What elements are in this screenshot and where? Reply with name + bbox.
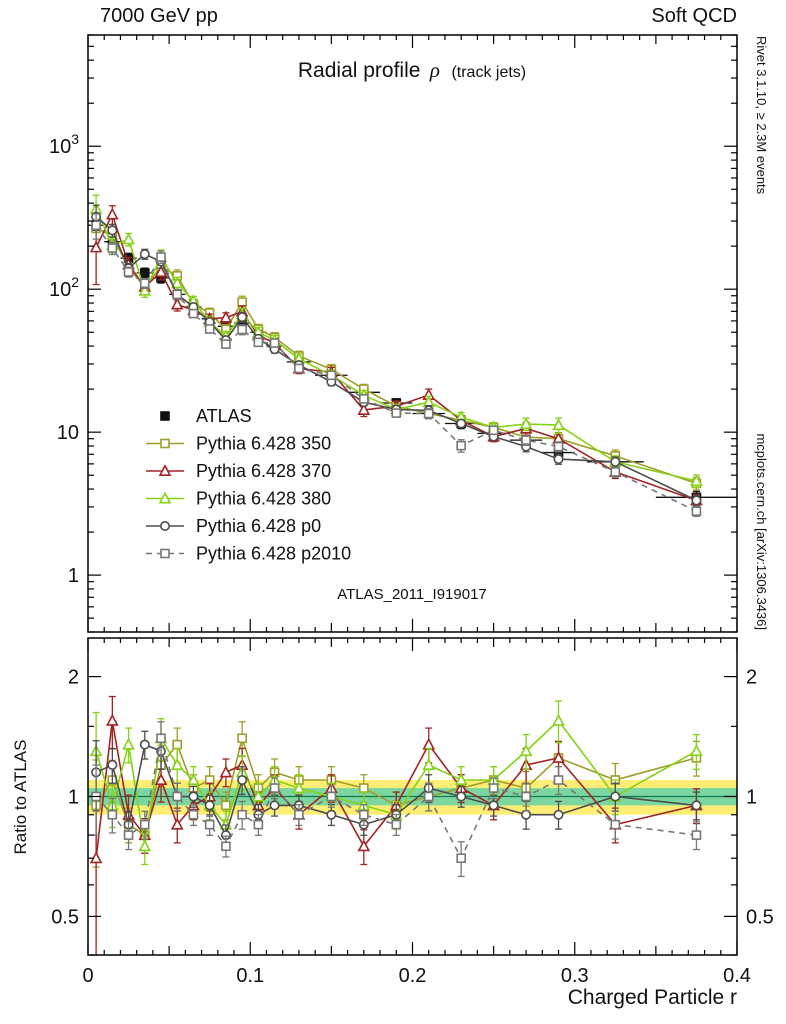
- x-tick-label: 0.2: [399, 965, 427, 987]
- watermark-analysis-id: ATLAS_2011_I919017: [337, 586, 487, 603]
- main-y-tick-label: 1: [68, 565, 79, 587]
- legend-item: Pythia 6.428 p2010: [146, 544, 351, 564]
- legend: ATLAS Pythia 6.428 350 Pythia 6.428 370 Pyt…: [146, 406, 351, 564]
- header-process: Soft QCD: [651, 5, 737, 27]
- ratio-y-tick-label-right: 2: [746, 667, 757, 689]
- x-tick-label: 0.3: [561, 965, 589, 987]
- main-y-tick-label: 103: [49, 131, 79, 158]
- ratio-y-tick-label-right: 1: [746, 787, 757, 809]
- main-y-tick-label: 102: [49, 274, 79, 301]
- note-mcplots: mcplots.cern.ch [arXiv:1306.3436]: [754, 433, 769, 630]
- ratio-y-tick-label: 0.5: [51, 906, 79, 928]
- series-pythia-6-428-p0: [91, 204, 702, 507]
- legend-label: Pythia 6.428 350: [196, 434, 331, 454]
- ratio-y-tick-label-right: 0.5: [746, 906, 774, 928]
- ratio-y-tick-label: 2: [68, 667, 79, 689]
- legend-item: Pythia 6.428 350: [146, 434, 331, 454]
- x-tick-label: 0: [82, 965, 93, 987]
- series-pythia-6-428-p2010: [91, 213, 702, 518]
- legend-item: ATLAS: [160, 406, 252, 426]
- rho-symbol: ρ: [429, 58, 440, 82]
- legend-label: ATLAS: [196, 406, 252, 426]
- series-ratio-pythia-6-428-p2010: [91, 721, 702, 878]
- plot-title-main: Radial profile: [298, 59, 421, 82]
- x-tick-label: 0.1: [236, 965, 264, 987]
- axes-layer: 1 10 102 103 0.5 0.5 1 1 2 2 0 0.1 0.2 0.3 0.4: [49, 34, 774, 987]
- ratio-y-axis-label: Ratio to ATLAS: [11, 740, 30, 855]
- legend-label: Pythia 6.428 370: [196, 461, 331, 481]
- data-series-layer: [88, 194, 737, 955]
- legend-item: Pythia 6.428 p0: [146, 516, 321, 536]
- header-energy: 7000 GeV pp: [100, 5, 218, 27]
- legend-item: Pythia 6.428 380: [146, 489, 331, 509]
- legend-label: Pythia 6.428 p0: [196, 516, 321, 536]
- main-y-tick-label: 10: [57, 422, 79, 444]
- legend-label: Pythia 6.428 p2010: [196, 544, 351, 564]
- plot-title-suffix: (track jets): [451, 64, 526, 81]
- legend-label: Pythia 6.428 380: [196, 489, 331, 509]
- ratio-reference-bands: [88, 780, 737, 815]
- note-rivet-version: Rivet 3.1.10, ≥ 2.3M events: [754, 36, 769, 195]
- x-tick-label: 0.4: [723, 965, 751, 987]
- series-atlas: [88, 218, 737, 505]
- x-axis-label: Charged Particle r: [568, 986, 737, 1009]
- ratio-y-tick-label: 1: [68, 787, 79, 809]
- legend-item: Pythia 6.428 370: [146, 461, 331, 481]
- plot-title: Radial profile ρ (track jets): [298, 58, 526, 82]
- series-pythia-6-428-350: [91, 211, 702, 491]
